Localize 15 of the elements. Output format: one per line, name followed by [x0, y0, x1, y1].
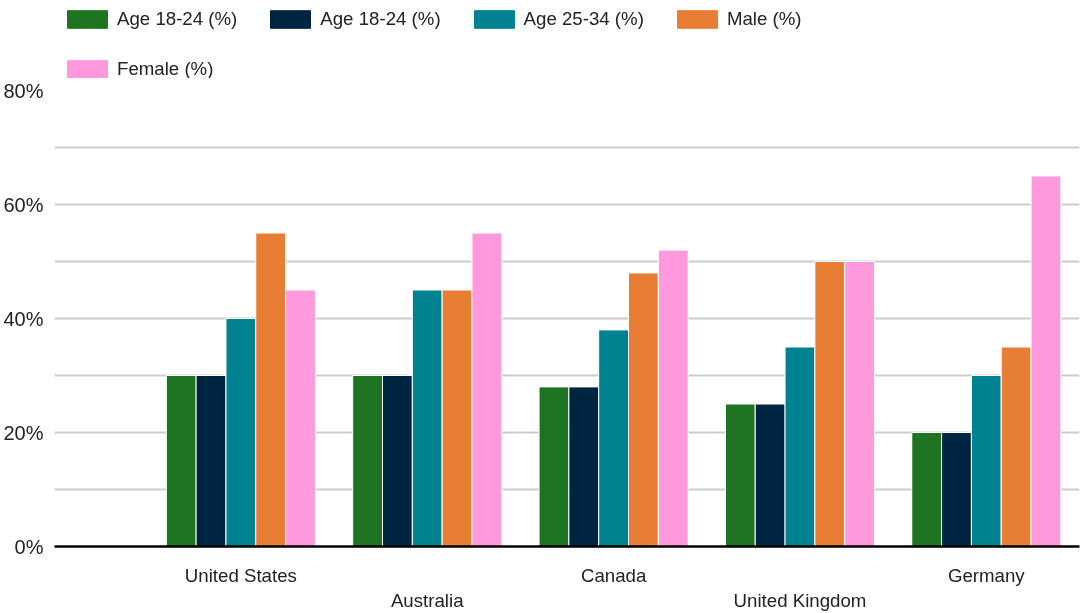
legend-label: Age 18-24 (%)	[117, 8, 238, 30]
legend-label: Male (%)	[726, 8, 802, 30]
x-tick-label: Germany	[947, 564, 1026, 586]
y-tick-label: 40%	[3, 307, 44, 330]
x-tick-label: United Kingdom	[733, 589, 867, 611]
legend-label: Age 25-34 (%)	[523, 8, 644, 30]
legend-label: Age 18-24 (%)	[320, 8, 441, 30]
x-tick-label: Canada	[580, 564, 647, 586]
y-tick-label: 60%	[3, 193, 44, 216]
y-tick-label: 0%	[14, 535, 44, 558]
y-tick-label: 20%	[3, 421, 44, 444]
x-tick-label: Australia	[390, 589, 465, 611]
x-tick-label: United States	[184, 564, 297, 586]
legend-label: Female (%)	[117, 58, 214, 80]
y-tick-label: 80%	[3, 79, 44, 102]
